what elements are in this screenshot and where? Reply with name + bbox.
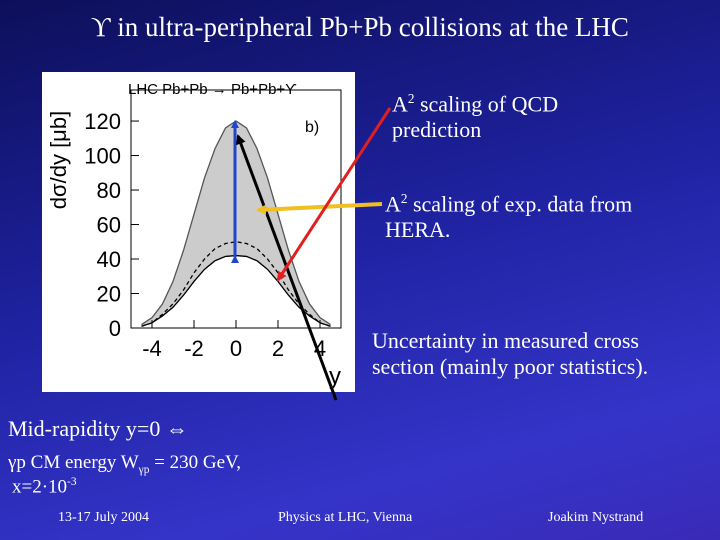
arrows: [231, 107, 392, 401]
x-tick-label: 0: [230, 336, 242, 361]
note-sup: -3: [67, 476, 77, 488]
footer-author: Joakim Nystrand: [548, 510, 644, 525]
x-axis-label: y: [329, 363, 341, 390]
x-tick-label: -2: [184, 336, 204, 361]
annotation-text: scaling of exp. data from HERA.: [385, 191, 633, 243]
annotation: A2 scaling of exp. data from HERA.: [385, 186, 655, 243]
slide-title: ϒ in ultra-peripheral Pb+Pb collisions a…: [91, 12, 629, 42]
note-sub: γp: [138, 463, 150, 476]
annotation-sup: 2: [400, 191, 408, 206]
y-tick-label: 60: [97, 213, 121, 238]
y-tick-label: 0: [109, 316, 121, 341]
annotation: A2 scaling of QCD prediction: [392, 86, 652, 143]
annotation-base: A: [392, 91, 408, 117]
note-text: γp CM energy W: [8, 452, 139, 473]
x-tick-label: 2: [272, 336, 284, 361]
annotation-base: A: [385, 191, 401, 217]
panel-label: b): [305, 119, 319, 136]
y-tick-label: 40: [97, 247, 121, 272]
annotation-sup: 2: [407, 91, 415, 106]
note: γp CM energy Wγp = 230 GeV,: [8, 452, 241, 476]
y-axis-label: dσ/dy [μb]: [46, 111, 71, 209]
footer-event: Physics at LHC, Vienna: [278, 510, 413, 525]
note-text: = 230 GeV,: [149, 452, 242, 473]
annotation-text: scaling of QCD prediction: [392, 91, 559, 143]
note: x=2·10-3: [12, 476, 77, 498]
y-tick-label: 100: [84, 144, 121, 169]
yellow-arrow: [256, 202, 383, 215]
annotation: Uncertainty in measured cross section (m…: [372, 328, 649, 379]
note: Mid-rapidity y=0 ⇔: [8, 416, 188, 441]
y-tick-label: 120: [84, 109, 121, 134]
y-tick-label: 80: [97, 178, 121, 203]
x-tick-label: -4: [142, 336, 162, 361]
figure-legend: LHC Pb+Pb → Pb+Pb+ϒ: [128, 81, 297, 98]
x-tick-label: 4: [314, 336, 326, 361]
note-text: x=2·10: [12, 476, 68, 498]
footer-date: 13-17 July 2004: [58, 510, 149, 525]
red-arrow: [276, 107, 392, 282]
y-tick-label: 20: [97, 282, 121, 307]
